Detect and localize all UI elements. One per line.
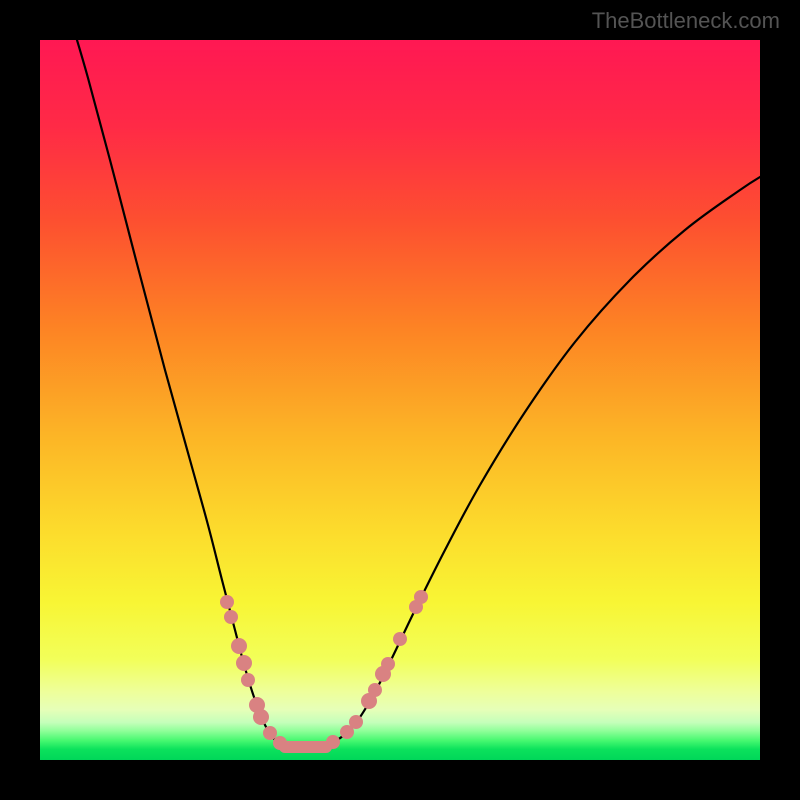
bead-marker xyxy=(231,638,247,654)
bead-marker xyxy=(393,632,407,646)
bead-marker xyxy=(236,655,252,671)
plot-area xyxy=(40,40,760,760)
bead-marker xyxy=(220,595,234,609)
bead-marker xyxy=(273,736,287,750)
bead-marker xyxy=(381,657,395,671)
bottleneck-curve-left xyxy=(74,40,294,747)
bead-marker xyxy=(253,709,269,725)
bead-marker xyxy=(263,726,277,740)
curve-overlay xyxy=(40,40,760,760)
watermark-text: TheBottleneck.com xyxy=(592,8,780,34)
bead-marker xyxy=(241,673,255,687)
bead-marker xyxy=(414,590,428,604)
beads-left-group xyxy=(220,595,287,750)
bead-marker xyxy=(224,610,238,624)
bead-marker xyxy=(326,735,340,749)
bead-marker xyxy=(349,715,363,729)
bead-marker xyxy=(368,683,382,697)
